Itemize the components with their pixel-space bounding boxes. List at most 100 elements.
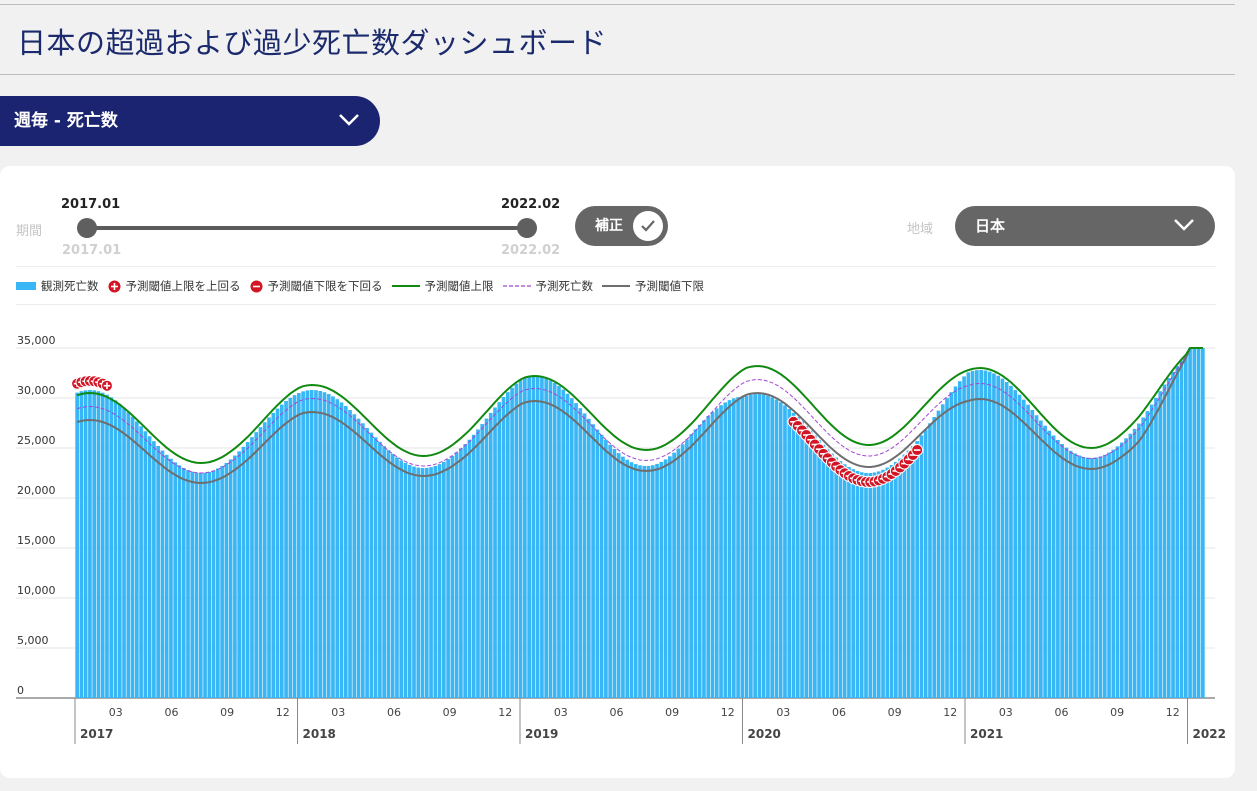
legend-item-above[interactable]: 予測閾値上限を上回る — [108, 278, 241, 294]
observed-bar — [535, 376, 540, 698]
observed-bar — [625, 459, 630, 698]
view-select-label: 週毎 - 死亡数 — [14, 111, 118, 131]
legend-item-lower[interactable]: 予測閾値下限 — [602, 278, 704, 294]
observed-bar — [416, 467, 421, 698]
observed-bar — [169, 458, 173, 698]
adjust-toggle-label: 補正 — [595, 218, 623, 234]
region-select-dropdown[interactable]: 日本 — [955, 206, 1215, 246]
observed-bar — [523, 377, 527, 698]
observed-bar — [646, 465, 651, 698]
observed-bar — [390, 453, 395, 698]
observed-bar — [1115, 446, 1120, 698]
observed-bar — [262, 422, 267, 698]
observed-bar — [608, 444, 612, 698]
marker-bar — [803, 434, 810, 436]
observed-bar — [719, 405, 723, 698]
observed-bar — [250, 437, 254, 698]
observed-bar — [1162, 384, 1167, 698]
observed-bar — [1000, 378, 1005, 698]
observed-bar — [360, 423, 365, 698]
observed-bar — [1128, 433, 1133, 698]
observed-bar — [783, 405, 787, 698]
period-slider-track[interactable] — [87, 226, 527, 230]
observed-bar — [143, 431, 148, 698]
observed-bar — [305, 390, 310, 698]
observed-bar — [113, 400, 118, 698]
year-label: 2020 — [748, 727, 781, 741]
observed-bar — [795, 416, 800, 698]
observed-bar — [1068, 450, 1073, 698]
marker-bar — [820, 453, 827, 455]
observed-bar — [1060, 444, 1064, 698]
observed-bar — [586, 418, 591, 698]
observed-bar — [804, 426, 809, 698]
observed-bar — [463, 444, 468, 698]
adjust-toggle[interactable]: 補正 — [575, 206, 668, 246]
observed-bar — [552, 382, 557, 698]
month-tick-label: 06 — [609, 706, 623, 719]
observed-bar — [1137, 423, 1141, 698]
observed-bar — [723, 402, 728, 698]
observed-bar — [621, 456, 625, 698]
month-tick-label: 06 — [1054, 706, 1068, 719]
observed-bar — [851, 469, 856, 698]
observed-bar — [591, 424, 595, 698]
y-tick-label: 15,000 — [17, 534, 56, 547]
year-label: 2022 — [1193, 727, 1226, 741]
observed-bar — [284, 400, 288, 698]
observed-bar — [659, 461, 664, 698]
month-tick-label: 09 — [888, 706, 902, 719]
observed-bar — [574, 403, 578, 698]
observed-bar — [753, 394, 757, 698]
marker-bar — [909, 454, 917, 456]
observed-bar — [672, 452, 676, 698]
observed-bar — [1179, 360, 1184, 698]
observed-bar — [940, 404, 945, 698]
observed-bar — [928, 423, 932, 698]
legend-item-upper[interactable]: 予測閾値上限 — [391, 278, 494, 294]
observed-bar — [173, 462, 178, 698]
observed-bar — [1056, 439, 1060, 698]
legend-item-observed[interactable]: 観測死亡数 — [16, 278, 99, 294]
observed-bar — [557, 385, 561, 698]
month-tick-label: 06 — [832, 706, 846, 719]
legend-line-upper — [391, 285, 420, 287]
observed-bar — [864, 472, 868, 698]
observed-bar — [373, 437, 378, 698]
minus-circle-icon — [250, 280, 262, 292]
period-end-handle[interactable] — [517, 218, 537, 238]
month-tick-label: 03 — [776, 706, 790, 719]
observed-bar — [808, 430, 813, 698]
observed-bar — [565, 393, 570, 698]
page-title: 日本の超過および過少死亡数ダッシュボード — [17, 26, 608, 60]
observed-bar — [203, 472, 207, 698]
observed-bar — [838, 461, 843, 698]
period-start-handle[interactable] — [77, 218, 97, 238]
observed-bar — [1132, 428, 1137, 698]
observed-bar — [616, 453, 621, 698]
observed-bar — [1051, 435, 1056, 698]
observed-bar — [75, 392, 79, 698]
legend-item-below[interactable]: 予測閾値下限を下回る — [250, 278, 383, 294]
observed-bar — [561, 389, 566, 698]
observed-bar — [604, 439, 608, 698]
legend-label-observed: 観測死亡数 — [41, 279, 99, 293]
legend-label-below: 予測閾値下限を下回る — [267, 279, 383, 293]
observed-bar — [484, 418, 489, 698]
observed-bar — [689, 434, 694, 698]
view-select-dropdown[interactable]: 週毎 - 死亡数 — [0, 96, 380, 146]
observed-bar — [527, 376, 531, 698]
observed-bar — [881, 469, 885, 698]
region-select-value: 日本 — [975, 217, 1006, 235]
observed-bar — [271, 412, 276, 698]
observed-bar — [949, 392, 954, 698]
divider — [16, 304, 1216, 305]
legend-item-expected[interactable]: 予測死亡数 — [502, 278, 593, 294]
observed-bar — [245, 442, 250, 698]
observed-bar — [501, 397, 506, 698]
observed-bar — [830, 453, 834, 698]
observed-bar — [365, 427, 369, 698]
observed-bar — [1196, 348, 1201, 698]
chevron-down-icon — [1174, 219, 1194, 231]
marker-bar — [815, 448, 823, 450]
